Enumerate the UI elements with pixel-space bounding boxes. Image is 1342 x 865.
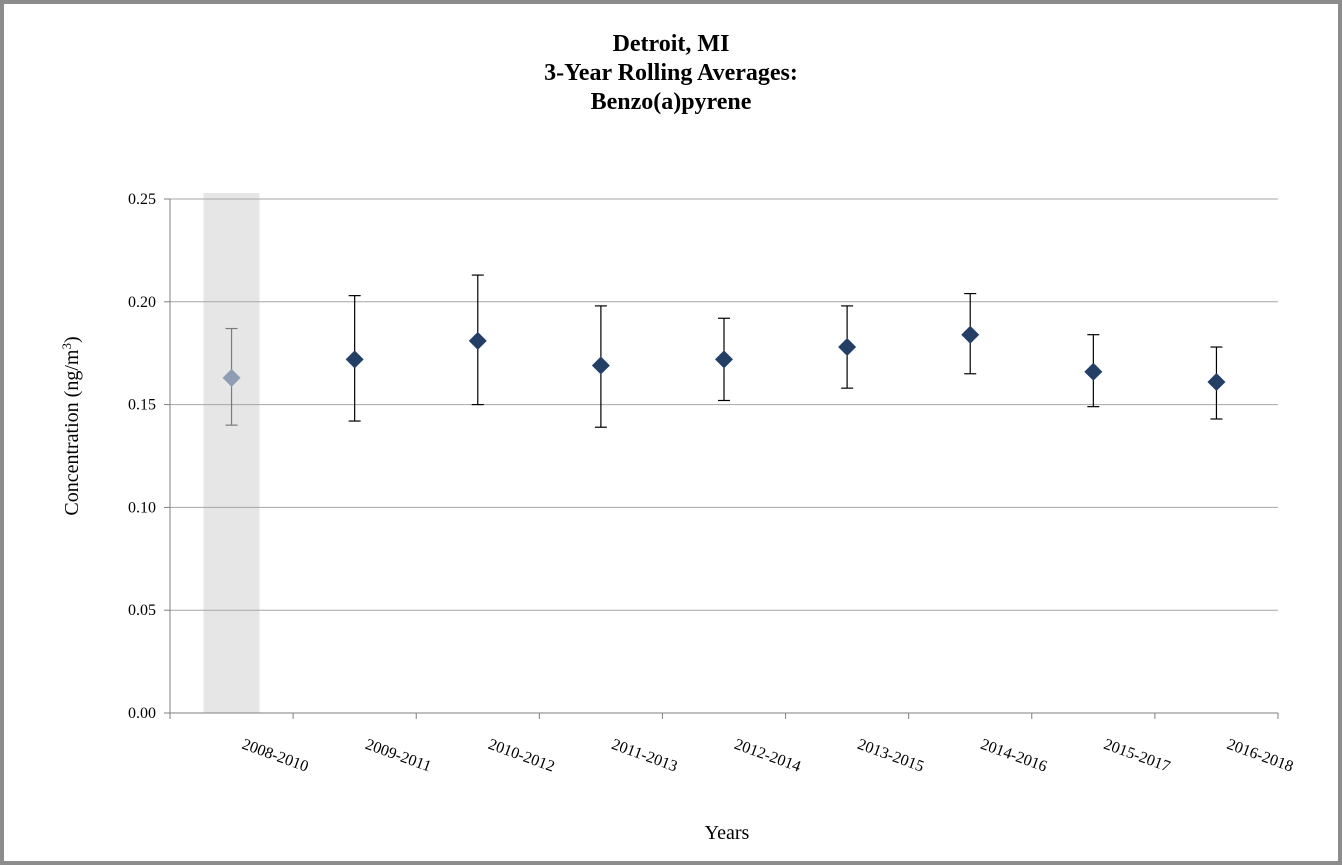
data-point-2010-2012 <box>468 331 487 350</box>
gridlines-layer <box>164 198 1279 719</box>
x-tick-label: 2008-2010 <box>240 736 311 776</box>
x-tick-label: 2015-2017 <box>1101 736 1172 776</box>
y-tick-label: 0.15 <box>128 397 156 414</box>
data-point-2015-2017 <box>1084 362 1103 381</box>
x-axis-label: Years <box>705 822 750 844</box>
x-tick-label: 2013-2015 <box>855 736 926 776</box>
y-tick-label: 0.05 <box>128 602 156 619</box>
data-point-2013-2015 <box>838 338 857 357</box>
y-axis-label-main: Concentration (ng/m <box>61 349 83 516</box>
y-axis-label-end: ) <box>61 336 83 343</box>
x-tick-label: 2014-2016 <box>978 736 1049 776</box>
data-point-2009-2011 <box>345 350 364 369</box>
shaded-region-layer <box>203 193 260 713</box>
y-tick-label: 0.20 <box>128 294 156 311</box>
chart-title-line-1: Detroit, MI <box>612 31 730 57</box>
x-tick-label: 2016-2018 <box>1225 736 1296 776</box>
data-points-layer <box>222 325 1226 391</box>
x-tick-label: 2012-2014 <box>732 736 803 776</box>
chart-title-line-2: 3-Year Rolling Averages: <box>544 60 798 86</box>
x-tick-labels: 2008-2010 2009-2011 2010-2012 2011-2013 2012… <box>240 736 1296 776</box>
chart-title: Detroit, MI 3-Year Rolling Averages: Ben… <box>0 30 1342 117</box>
data-point-2012-2014 <box>715 350 733 369</box>
y-axis-label: Concentration (ng/m3) <box>59 336 84 515</box>
axes-layer <box>169 199 1278 714</box>
y-tick-label: 0.25 <box>128 191 156 208</box>
y-tick-label: 0.10 <box>128 499 156 516</box>
y-tick-labels: 0.00 0.05 0.10 0.15 0.20 0.25 <box>128 191 156 722</box>
shaded-region-2008-2010 <box>203 193 260 713</box>
chart-title-line-3: Benzo(a)pyrene <box>590 89 752 115</box>
x-tick-label: 2011-2013 <box>609 736 679 775</box>
x-tick-label: 2010-2012 <box>486 736 557 776</box>
y-tick-label: 0.00 <box>128 705 156 722</box>
data-point-2014-2016 <box>961 325 980 344</box>
x-tick-label: 2009-2011 <box>363 736 433 775</box>
data-point-2011-2013 <box>591 356 610 375</box>
data-point-2016-2018 <box>1207 372 1226 391</box>
data-point-2008-2010 <box>222 368 241 387</box>
y-axis-label-superscript: 3 <box>59 343 74 350</box>
